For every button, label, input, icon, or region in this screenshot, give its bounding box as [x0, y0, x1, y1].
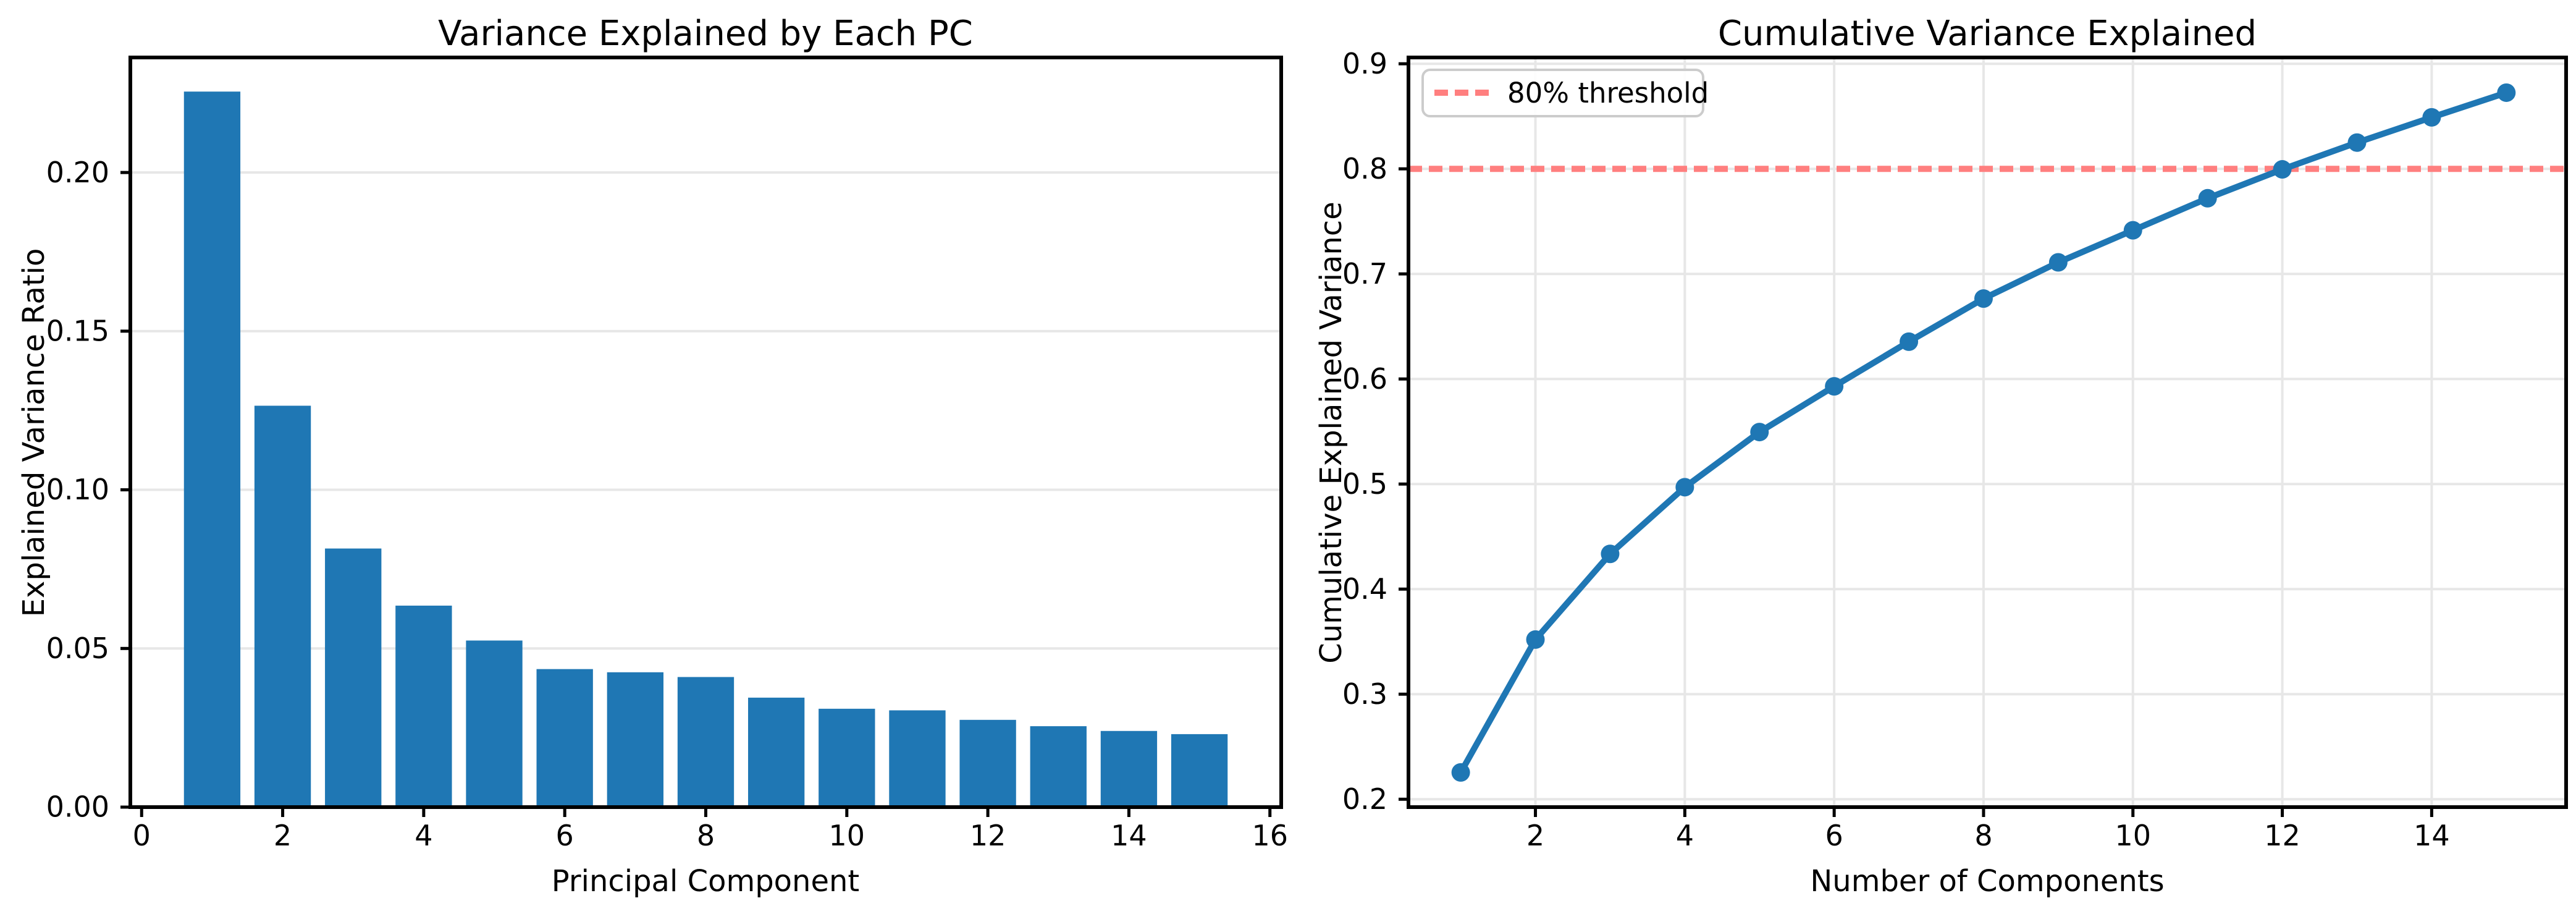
x-tick-label: 14: [1111, 819, 1147, 852]
legend-box: [1421, 69, 1704, 117]
x-tick-label: 12: [2264, 819, 2300, 852]
y-tick-label: 0.8: [1342, 152, 1387, 185]
y-tick-label: 0.2: [1342, 782, 1387, 816]
x-tick-label: 6: [556, 819, 574, 852]
bar-pc-10: [819, 708, 875, 807]
marker-point-2: [1526, 630, 1545, 649]
x-tick-label: 4: [1676, 819, 1694, 852]
bar-pc-3: [325, 548, 382, 807]
x-tick-label: 8: [697, 819, 715, 852]
bar-pc-14: [1100, 730, 1158, 807]
markers: [1451, 83, 2516, 782]
y-axis: 0.00 0.05 0.10 0.15 0.20: [46, 156, 130, 824]
marker-point-13: [2347, 133, 2367, 152]
marker-point-5: [1750, 423, 1769, 442]
y-tick-label: 0.3: [1342, 677, 1387, 711]
x-tick-label: 0: [133, 819, 151, 852]
y-axis: 0.2 0.3 0.4 0.5 0.6 0.7 0.8 0.9: [1342, 47, 1408, 816]
y-tick-label: 0.20: [46, 156, 109, 189]
x-tick-label: 12: [970, 819, 1006, 852]
marker-point-14: [2422, 108, 2441, 127]
legend: 80% threshold: [1421, 69, 1709, 117]
marker-point-8: [1974, 289, 1993, 308]
marker-point-11: [2198, 188, 2217, 208]
x-tick-label: 10: [829, 819, 865, 852]
gridlines: [130, 171, 1281, 650]
marker-point-10: [2123, 221, 2142, 240]
left-xaxis-label: Principal Component: [551, 864, 860, 899]
y-tick-label: 0.7: [1342, 257, 1387, 290]
x-tick-label: 4: [415, 819, 432, 852]
x-tick-label: 6: [1825, 819, 1843, 852]
y-tick-label: 0.4: [1342, 572, 1387, 606]
bar-pc-13: [1030, 726, 1087, 807]
x-tick-label: 14: [2414, 819, 2450, 852]
bar-pc-7: [607, 672, 664, 807]
y-tick-label: 0.00: [46, 790, 109, 824]
y-tick-label: 0.5: [1342, 467, 1387, 501]
bar-pc-2: [254, 405, 311, 807]
right-subplot: 2 4 6 8 10 12 14 0.2 0.3 0.4 0.5 0.6 0.7 0.8 0.9 80% th…: [1342, 47, 2568, 852]
marker-point-3: [1601, 544, 1620, 564]
bar-pc-12: [959, 719, 1016, 807]
y-tick-label: 0.9: [1342, 47, 1387, 80]
bar-pc-9: [747, 697, 805, 807]
bar-pc-5: [466, 640, 523, 807]
x-tick-label: 2: [274, 819, 292, 852]
y-tick-label: 0.05: [46, 632, 109, 665]
right-xaxis-label: Number of Components: [1810, 864, 2165, 899]
y-tick-label: 0.10: [46, 473, 109, 506]
bar-pc-1: [183, 91, 241, 807]
left-subplot: 0 2 4 6 8 10 12 14 16 0.00 0.05 0.10 0.15 0.20: [46, 56, 1288, 852]
legend-label: 80% threshold: [1507, 77, 1709, 109]
y-tick-label: 0.15: [46, 314, 109, 347]
x-tick-label: 8: [1974, 819, 1992, 852]
left-yaxis-label: Explained Variance Ratio: [17, 248, 51, 617]
right-chart-title: Cumulative Variance Explained: [1717, 14, 2257, 54]
marker-point-6: [1825, 377, 1844, 396]
bar-series: [183, 91, 1228, 807]
marker-point-12: [2273, 160, 2292, 179]
y-tick-label: 0.6: [1342, 362, 1387, 396]
marker-point-4: [1675, 478, 1694, 497]
axes-spines: [1407, 56, 2568, 809]
bar-pc-11: [889, 710, 946, 807]
x-tick-label: 2: [1526, 819, 1544, 852]
x-tick-label: 10: [2115, 819, 2151, 852]
bar-pc-4: [395, 605, 452, 807]
right-yaxis-label: Cumulative Explained Variance: [1314, 201, 1349, 664]
bar-pc-6: [536, 669, 593, 807]
marker-point-9: [2048, 253, 2068, 272]
bar-pc-8: [677, 677, 734, 807]
marker-point-7: [1900, 332, 1919, 351]
x-axis: 2 4 6 8 10 12 14: [1526, 807, 2450, 852]
marker-point-15: [2497, 83, 2516, 102]
x-axis: 0 2 4 6 8 10 12 14 16: [133, 807, 1288, 852]
marker-point-1: [1451, 763, 1470, 782]
left-chart-title: Variance Explained by Each PC: [438, 14, 973, 54]
x-tick-label: 16: [1252, 819, 1288, 852]
bar-pc-15: [1171, 734, 1228, 807]
